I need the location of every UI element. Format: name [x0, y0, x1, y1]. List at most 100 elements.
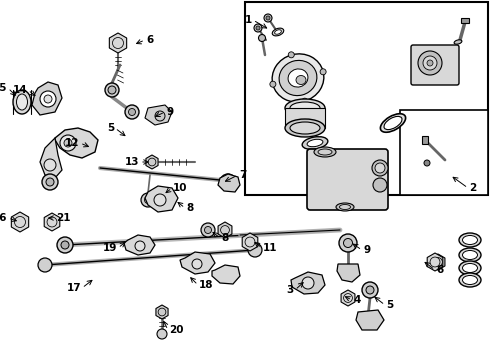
Text: 11: 11 — [263, 243, 277, 253]
Circle shape — [248, 243, 262, 257]
Polygon shape — [291, 272, 325, 294]
Circle shape — [40, 91, 56, 107]
Circle shape — [204, 226, 212, 234]
Text: 4: 4 — [353, 295, 360, 305]
Circle shape — [424, 160, 430, 166]
Circle shape — [128, 108, 136, 116]
Circle shape — [220, 174, 236, 190]
Circle shape — [148, 158, 156, 166]
Circle shape — [154, 194, 166, 206]
Ellipse shape — [463, 251, 477, 260]
Polygon shape — [212, 265, 240, 284]
Circle shape — [42, 174, 58, 190]
Ellipse shape — [459, 248, 481, 262]
Ellipse shape — [290, 122, 320, 134]
Text: 9: 9 — [363, 245, 370, 255]
Polygon shape — [32, 82, 62, 115]
Text: 17: 17 — [66, 283, 81, 293]
Circle shape — [46, 178, 54, 186]
Ellipse shape — [272, 54, 324, 102]
Circle shape — [343, 238, 352, 248]
Text: 12: 12 — [65, 138, 79, 148]
Circle shape — [270, 81, 276, 87]
Circle shape — [64, 139, 72, 147]
Circle shape — [152, 109, 164, 121]
Text: 8: 8 — [186, 203, 193, 213]
Circle shape — [302, 277, 314, 289]
Text: 6: 6 — [146, 35, 153, 45]
Circle shape — [254, 24, 262, 32]
Ellipse shape — [384, 116, 402, 130]
Circle shape — [61, 241, 69, 249]
Circle shape — [113, 37, 123, 49]
Circle shape — [339, 234, 357, 252]
Circle shape — [47, 217, 57, 227]
Circle shape — [44, 159, 56, 171]
Circle shape — [320, 69, 326, 75]
Circle shape — [266, 16, 270, 20]
Text: 9: 9 — [166, 107, 173, 117]
Ellipse shape — [285, 119, 325, 137]
Text: 5: 5 — [107, 123, 114, 133]
Polygon shape — [431, 254, 445, 270]
Text: 5: 5 — [386, 300, 393, 310]
Ellipse shape — [459, 273, 481, 287]
Circle shape — [366, 286, 374, 294]
Circle shape — [108, 86, 116, 94]
Circle shape — [418, 51, 442, 75]
Circle shape — [259, 35, 266, 41]
Polygon shape — [341, 290, 355, 306]
Circle shape — [158, 308, 166, 316]
Ellipse shape — [463, 275, 477, 284]
Circle shape — [372, 160, 388, 176]
Circle shape — [38, 258, 52, 272]
Text: 7: 7 — [239, 170, 246, 180]
Text: 3: 3 — [287, 285, 294, 295]
Polygon shape — [11, 212, 28, 232]
Circle shape — [224, 178, 232, 186]
Ellipse shape — [274, 30, 281, 34]
Circle shape — [157, 329, 167, 339]
Ellipse shape — [288, 69, 308, 87]
Polygon shape — [44, 213, 60, 231]
Circle shape — [427, 60, 433, 66]
Text: 14: 14 — [12, 85, 27, 95]
Circle shape — [343, 294, 352, 302]
Polygon shape — [145, 105, 172, 125]
Ellipse shape — [380, 114, 406, 132]
Text: 19: 19 — [102, 243, 117, 253]
Ellipse shape — [314, 147, 336, 157]
Text: 8: 8 — [221, 233, 228, 243]
Polygon shape — [124, 235, 155, 255]
Ellipse shape — [307, 139, 323, 147]
Polygon shape — [356, 310, 384, 330]
Ellipse shape — [302, 137, 328, 149]
Text: 20: 20 — [169, 325, 183, 335]
Text: 13: 13 — [124, 157, 139, 167]
Polygon shape — [218, 174, 240, 192]
Circle shape — [201, 223, 215, 237]
Text: 16: 16 — [0, 213, 7, 223]
Circle shape — [135, 241, 145, 251]
Text: 15: 15 — [0, 83, 7, 93]
Circle shape — [192, 259, 202, 269]
Circle shape — [434, 258, 442, 266]
Polygon shape — [427, 253, 443, 271]
Circle shape — [256, 26, 260, 30]
Text: 10: 10 — [173, 183, 188, 193]
Polygon shape — [109, 33, 126, 53]
Text: 2: 2 — [469, 183, 476, 193]
Ellipse shape — [454, 40, 462, 44]
Circle shape — [423, 56, 437, 70]
Circle shape — [15, 216, 25, 228]
Ellipse shape — [13, 90, 31, 114]
Ellipse shape — [285, 99, 325, 117]
Circle shape — [288, 52, 294, 58]
Polygon shape — [146, 155, 158, 169]
Bar — [400, 110, 488, 195]
Polygon shape — [55, 128, 98, 158]
FancyBboxPatch shape — [307, 149, 388, 210]
Circle shape — [430, 257, 440, 267]
Ellipse shape — [463, 264, 477, 273]
Ellipse shape — [318, 149, 332, 155]
